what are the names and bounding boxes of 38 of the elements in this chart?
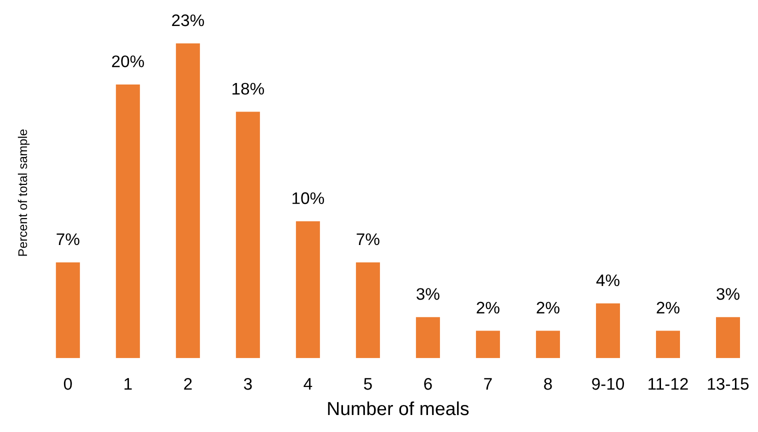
data-label: 3% — [416, 288, 440, 300]
data-label: 20% — [112, 55, 144, 68]
bar — [416, 317, 440, 358]
data-label: 2% — [656, 302, 680, 314]
data-label: 2% — [476, 302, 500, 314]
bar — [176, 43, 200, 358]
data-label: 7% — [356, 233, 380, 246]
data-label: 18% — [232, 82, 264, 95]
bar — [596, 303, 620, 358]
data-label: 7% — [56, 233, 80, 246]
x-tick-label: 4 — [304, 378, 312, 390]
bar — [476, 330, 500, 358]
bar — [56, 262, 80, 358]
data-label: 3% — [716, 288, 740, 300]
bar — [536, 330, 560, 358]
data-label: 2% — [536, 302, 560, 314]
data-label: 10% — [292, 192, 324, 204]
bar — [236, 112, 260, 358]
y-axis-title: Percent of total sample — [18, 130, 30, 256]
x-tick-label: 3 — [244, 378, 252, 390]
bar — [116, 84, 140, 358]
x-axis-title: Number of meals — [328, 401, 469, 416]
x-tick-label: 7 — [484, 378, 492, 390]
x-tick-label: 13-15 — [708, 378, 749, 390]
bar — [296, 221, 320, 358]
x-tick-label: 9-10 — [592, 378, 624, 390]
x-tick-label: 5 — [364, 378, 372, 390]
x-tick-label: 2 — [184, 378, 192, 390]
bar — [656, 330, 680, 358]
bar — [716, 317, 740, 358]
data-label: 23% — [172, 14, 204, 26]
x-tick-label: 0 — [64, 378, 72, 390]
x-tick-label: 6 — [424, 378, 432, 390]
data-label: 4% — [596, 274, 620, 286]
x-tick-label: 11-12 — [648, 378, 688, 390]
bar — [356, 262, 380, 358]
x-tick-label: 8 — [544, 378, 552, 390]
x-tick-label: 1 — [124, 378, 132, 390]
